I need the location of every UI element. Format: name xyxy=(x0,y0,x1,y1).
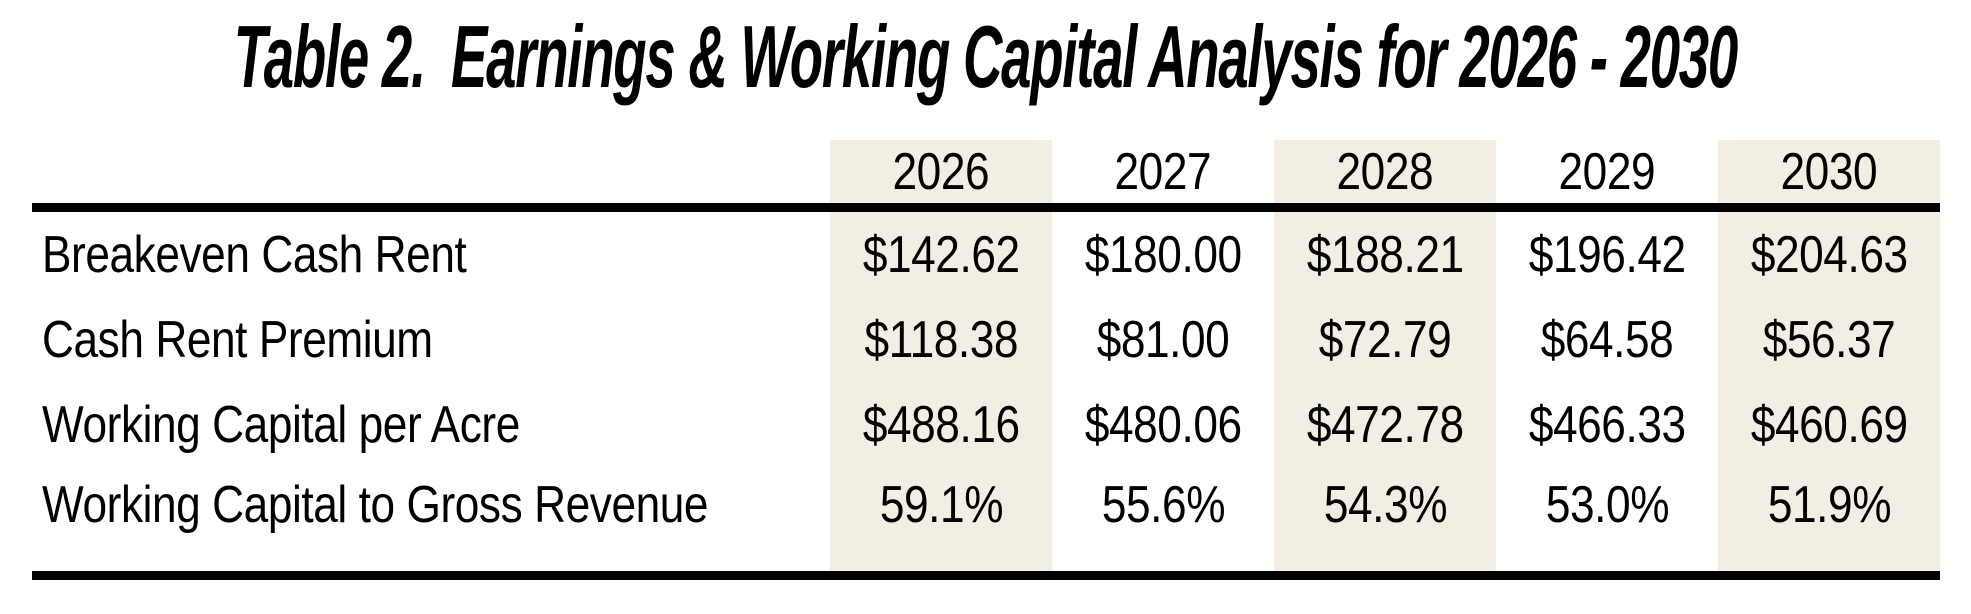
cell-value: $180.00 xyxy=(1084,225,1242,284)
table-cell: $480.06 xyxy=(1052,382,1274,467)
col-header-2027: 2027 xyxy=(1052,140,1274,212)
table-cell: $180.00 xyxy=(1052,212,1274,297)
cell-value: $480.06 xyxy=(1084,395,1242,454)
cell-value: $204.63 xyxy=(1750,225,1908,284)
row-label-text: Working Capital per Acre xyxy=(42,395,520,454)
table-cell: $188.21 xyxy=(1274,212,1496,297)
cell-value: $460.69 xyxy=(1750,395,1908,454)
cell-value: $188.21 xyxy=(1306,225,1464,284)
table-cell: $81.00 xyxy=(1052,297,1274,382)
col-header-label: 2029 xyxy=(1558,142,1656,201)
cell-value: $142.62 xyxy=(862,225,1020,284)
cell-value: $472.78 xyxy=(1306,395,1464,454)
row-label: Cash Rent Premium xyxy=(32,297,830,382)
row-label-text: Breakeven Cash Rent xyxy=(42,225,467,284)
cell-value: $72.79 xyxy=(1318,310,1452,369)
table-cell: $72.79 xyxy=(1274,297,1496,382)
table-cell: $472.78 xyxy=(1274,382,1496,467)
col-header-2030: 2030 xyxy=(1718,140,1940,212)
table-cell: 59.1% xyxy=(830,467,1052,580)
cell-value: 54.3% xyxy=(1323,476,1447,534)
row-label: Breakeven Cash Rent xyxy=(32,212,830,297)
cell-value: 51.9% xyxy=(1767,476,1891,534)
table-cell: $64.58 xyxy=(1496,297,1718,382)
cell-value: 59.1% xyxy=(879,476,1003,534)
col-header-2029: 2029 xyxy=(1496,140,1718,212)
cell-value: $118.38 xyxy=(864,310,1018,369)
table-cell: $204.63 xyxy=(1718,212,1940,297)
table-title: Table 2. Earnings & Working Capital Anal… xyxy=(0,7,1971,107)
col-header-2026: 2026 xyxy=(830,140,1052,212)
table-cell: 53.0% xyxy=(1496,467,1718,580)
col-header-label: 2027 xyxy=(1114,142,1212,201)
row-label-text: Cash Rent Premium xyxy=(42,310,433,369)
cell-value: $64.58 xyxy=(1540,310,1674,369)
table-cell: $142.62 xyxy=(830,212,1052,297)
row-label-text: Working Capital to Gross Revenue xyxy=(42,476,709,534)
cell-value: $81.00 xyxy=(1096,310,1230,369)
table-cell: $118.38 xyxy=(830,297,1052,382)
cell-value: $466.33 xyxy=(1528,395,1686,454)
cell-value: $196.42 xyxy=(1528,225,1686,284)
data-table: 2026 2027 2028 2029 2030 Breakeven Cash … xyxy=(32,140,1940,580)
row-label: Working Capital per Acre xyxy=(32,382,830,467)
col-header-label: 2030 xyxy=(1780,142,1878,201)
col-header-2028: 2028 xyxy=(1274,140,1496,212)
cell-value: 55.6% xyxy=(1101,476,1225,534)
cell-value: $56.37 xyxy=(1762,310,1896,369)
cell-value: $488.16 xyxy=(862,395,1020,454)
table-cell: 54.3% xyxy=(1274,467,1496,580)
table-cell: 51.9% xyxy=(1718,467,1940,580)
table-cell: $488.16 xyxy=(830,382,1052,467)
col-header-label: 2028 xyxy=(1336,142,1434,201)
table-cell: 55.6% xyxy=(1052,467,1274,580)
table-cell: $196.42 xyxy=(1496,212,1718,297)
table-cell: $466.33 xyxy=(1496,382,1718,467)
cell-value: 53.0% xyxy=(1545,476,1669,534)
row-label: Working Capital to Gross Revenue xyxy=(32,467,830,580)
table-title-prefix: Table 2. xyxy=(233,7,426,106)
table-cell: $460.69 xyxy=(1718,382,1940,467)
col-header-blank xyxy=(32,140,830,212)
table-title-text: Earnings & Working Capital Analysis for … xyxy=(451,7,1738,106)
col-header-label: 2026 xyxy=(892,142,990,201)
table-cell: $56.37 xyxy=(1718,297,1940,382)
